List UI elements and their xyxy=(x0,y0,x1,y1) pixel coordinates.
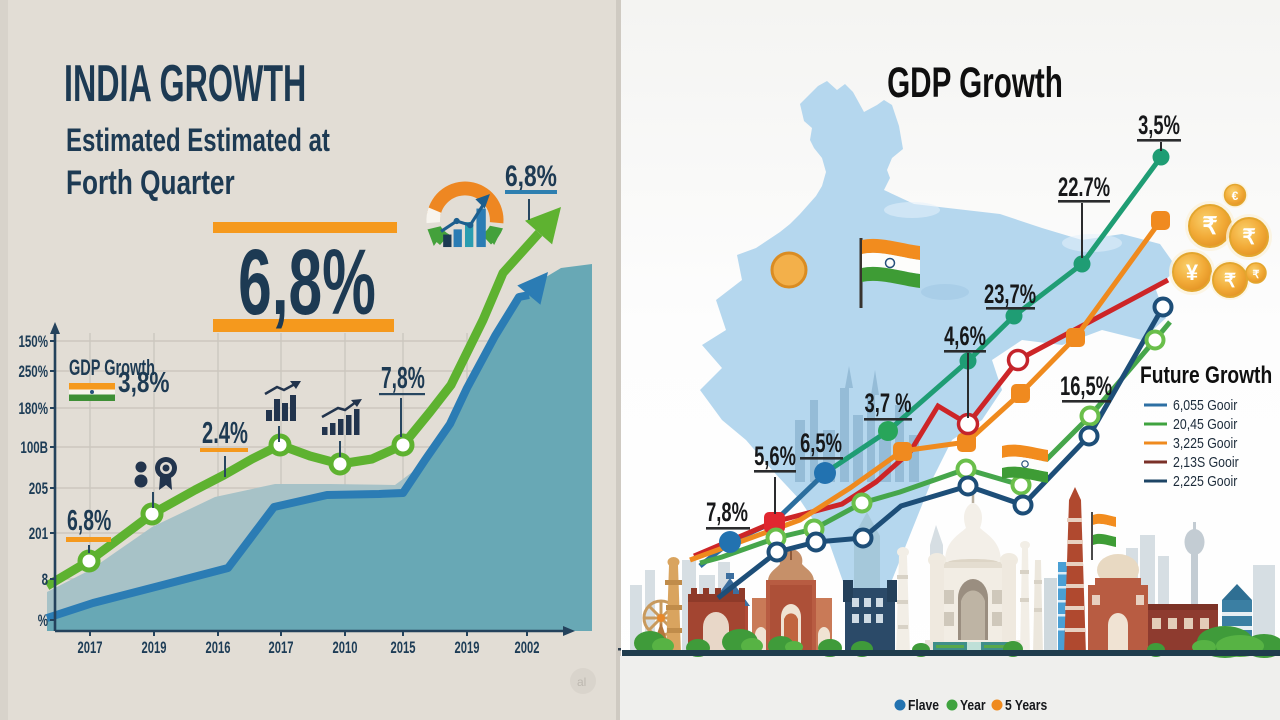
svg-text:100B: 100B xyxy=(20,439,48,458)
svg-text:7,8%: 7,8% xyxy=(381,362,425,396)
svg-text:¥: ¥ xyxy=(1186,260,1199,285)
svg-text:Year: Year xyxy=(960,697,986,713)
svg-text:GDP Growth: GDP Growth xyxy=(69,355,155,380)
svg-text:₹: ₹ xyxy=(1242,226,1255,249)
svg-text:Forth Quarter: Forth Quarter xyxy=(66,165,235,202)
svg-text:2,13S Gooir: 2,13S Gooir xyxy=(1173,454,1239,470)
svg-text:7,8%: 7,8% xyxy=(706,496,748,526)
svg-text:2010: 2010 xyxy=(333,639,358,658)
svg-text:2017: 2017 xyxy=(269,639,294,658)
svg-text:GDP Growth: GDP Growth xyxy=(887,59,1063,107)
svg-text:2019: 2019 xyxy=(455,639,480,658)
svg-text:20,45 Gooir: 20,45 Gooir xyxy=(1173,416,1238,432)
svg-text:3,225 Gooir: 3,225 Gooir xyxy=(1173,435,1238,451)
svg-text:205: 205 xyxy=(29,480,48,499)
svg-text:2015: 2015 xyxy=(391,639,416,658)
svg-text:250%: 250% xyxy=(18,363,48,382)
svg-text:Future Growth: Future Growth xyxy=(1140,361,1272,389)
svg-text:8: 8 xyxy=(42,571,48,590)
svg-text:3,7 %: 3,7 % xyxy=(865,387,912,417)
svg-text:al: al xyxy=(577,675,586,689)
svg-text:€: € xyxy=(1232,189,1239,203)
svg-text:150%: 150% xyxy=(18,333,48,352)
svg-text:5 Years: 5 Years xyxy=(1005,697,1048,713)
svg-text:₹: ₹ xyxy=(1253,269,1260,281)
svg-text:3,8%: 3,8% xyxy=(118,365,170,398)
svg-text:3,5%: 3,5% xyxy=(1138,109,1180,139)
svg-text:201: 201 xyxy=(29,525,48,544)
svg-text:2016: 2016 xyxy=(206,639,231,658)
svg-text:23,7%: 23,7% xyxy=(984,278,1036,308)
svg-text:2019: 2019 xyxy=(142,639,167,658)
svg-text:2017: 2017 xyxy=(78,639,103,658)
svg-text:₹: ₹ xyxy=(1202,213,1217,240)
svg-text:180%: 180% xyxy=(18,400,48,419)
svg-text:6,055 Gooir: 6,055 Gooir xyxy=(1173,397,1238,413)
svg-text:Estimated Estimated at: Estimated Estimated at xyxy=(66,122,330,158)
svg-text:6,8%: 6,8% xyxy=(67,505,111,537)
svg-text:16,5%: 16,5% xyxy=(1060,370,1112,400)
svg-text:5,6%: 5,6% xyxy=(754,440,796,470)
svg-text:Flave: Flave xyxy=(908,697,939,713)
svg-text:2002: 2002 xyxy=(515,639,540,658)
svg-text:INDIA GROWTH: INDIA GROWTH xyxy=(64,55,306,113)
svg-text:22.7%: 22.7% xyxy=(1058,171,1110,201)
svg-text:6,5%: 6,5% xyxy=(800,427,842,457)
svg-text:6,8%: 6,8% xyxy=(505,159,557,193)
svg-text:4,6%: 4,6% xyxy=(944,320,986,350)
svg-text:2,225 Gooir: 2,225 Gooir xyxy=(1173,473,1238,489)
svg-text:₹: ₹ xyxy=(1224,271,1236,292)
svg-text:2.4%: 2.4% xyxy=(202,415,248,451)
svg-text:6,8%: 6,8% xyxy=(238,230,376,334)
svg-text:%: % xyxy=(38,612,48,631)
